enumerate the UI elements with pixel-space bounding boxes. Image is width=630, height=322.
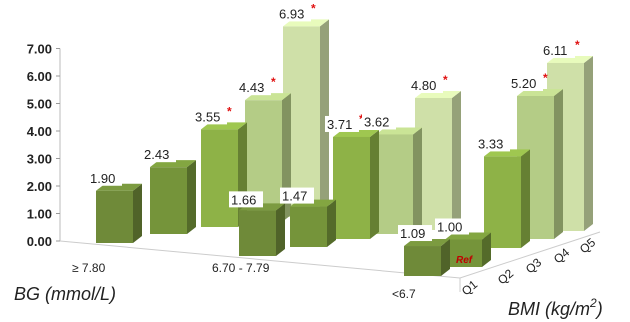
- y-tick-label: 3.00: [27, 152, 52, 167]
- value-label: 1.09: [400, 226, 425, 241]
- value-label-bg: [88, 169, 122, 186]
- bar-side: [584, 55, 593, 231]
- bar-front: [201, 129, 238, 227]
- value-label-bg: [325, 115, 359, 132]
- value-label-bg: [237, 79, 271, 96]
- bar-front: [404, 246, 441, 276]
- y-tick-label: 7.00: [27, 42, 52, 57]
- bar-side: [276, 203, 285, 256]
- bar-side: [441, 239, 450, 276]
- bar: [239, 203, 285, 256]
- value-label-bg: [409, 77, 443, 93]
- value-label-bg: [435, 218, 469, 235]
- bar-front: [333, 136, 370, 239]
- significance-marker: *: [443, 73, 448, 87]
- z-axis-title: BMI (kg/m2): [508, 296, 603, 319]
- significance-marker: *: [227, 104, 232, 118]
- value-label-bg: [509, 75, 543, 91]
- value-label-bg: [476, 135, 510, 152]
- value-label: 6.11: [543, 43, 567, 58]
- bar-side: [521, 149, 530, 248]
- significance-marker: *: [575, 38, 580, 52]
- chart-axes: 0.00 1.00 2.00 3.00 4.00 5.00 6.00 7.00: [27, 42, 601, 292]
- bmi-category-label: Q3: [523, 255, 545, 276]
- value-label: 1.47: [282, 189, 307, 204]
- significance-marker: *: [543, 71, 548, 85]
- value-label: 3.55: [195, 109, 220, 124]
- value-label-bg: [398, 225, 432, 242]
- bar-side: [187, 160, 196, 234]
- bar-front: [376, 134, 413, 234]
- y-tick-label: 6.00: [27, 69, 52, 84]
- bar: [404, 239, 450, 276]
- chart-bars: [96, 19, 593, 276]
- value-label: 5.20: [511, 76, 536, 91]
- bmi-category-label: Q4: [551, 245, 573, 266]
- bar-front: [96, 190, 133, 243]
- bg-category-label: <6.7: [392, 287, 416, 301]
- value-label-bg: [541, 41, 575, 58]
- value-label: 3.33: [478, 136, 503, 151]
- value-label: 1.00: [437, 220, 462, 235]
- bar-side: [413, 127, 422, 234]
- bmi-category-label: Q1: [459, 277, 481, 298]
- bar-side: [452, 91, 461, 230]
- bar-side: [554, 89, 563, 239]
- value-label: 6.93: [279, 6, 304, 21]
- reference-label: Ref: [456, 255, 474, 266]
- bar-side: [320, 19, 329, 217]
- bar-front: [239, 210, 276, 256]
- bar-side: [133, 183, 142, 243]
- value-label: 1.66: [231, 192, 256, 207]
- y-tick-label: 4.00: [27, 124, 52, 139]
- value-label: 4.80: [411, 78, 436, 93]
- value-label: 1.90: [90, 171, 115, 186]
- value-label-bg: [193, 108, 227, 125]
- x-axis-title: BG (mmol/L): [14, 284, 116, 304]
- bar: [96, 183, 142, 243]
- bar: [376, 127, 422, 234]
- y-tick-label: 5.00: [27, 97, 52, 112]
- bar-side: [482, 232, 491, 267]
- bg-category-label: ≥ 7.80: [72, 261, 106, 275]
- significance-marker: *: [359, 112, 364, 126]
- y-tick-label: 0.00: [27, 234, 52, 249]
- bar-front: [290, 206, 327, 247]
- bmi-category-label: Q2: [495, 266, 517, 287]
- value-label: 3.62: [364, 114, 389, 129]
- y-tick-label: 2.00: [27, 179, 52, 194]
- value-label-bg: [229, 191, 263, 208]
- value-label-bg: [280, 187, 314, 204]
- significance-marker: *: [271, 75, 276, 89]
- value-label-bg: [277, 5, 311, 22]
- significance-marker: *: [311, 1, 316, 15]
- value-label-bg: [362, 113, 396, 130]
- bar: [150, 160, 196, 234]
- value-label-bg: [142, 146, 176, 163]
- bar-front: [445, 239, 482, 267]
- bg-category-label: 6.70 - 7.79: [212, 261, 270, 275]
- value-label: 3.71: [327, 117, 352, 132]
- bar-front: [150, 167, 187, 234]
- bar-side: [327, 199, 336, 247]
- value-label: 2.43: [144, 147, 169, 162]
- bar-side: [370, 129, 379, 239]
- bar: [201, 122, 247, 227]
- value-label: 4.43: [239, 80, 264, 95]
- bar: [333, 129, 379, 239]
- y-tick-label: 1.00: [27, 207, 52, 222]
- bar: [290, 199, 336, 247]
